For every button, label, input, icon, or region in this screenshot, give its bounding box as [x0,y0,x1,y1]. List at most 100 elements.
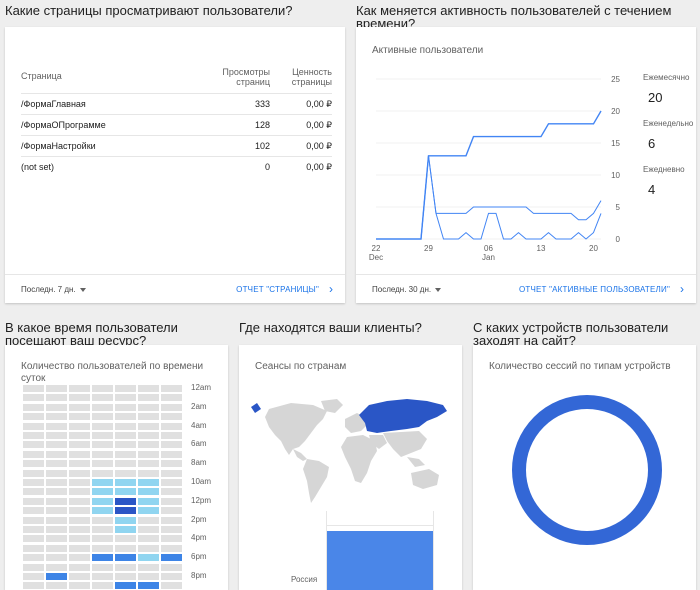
heatmap-cell[interactable] [92,573,113,580]
heatmap-cell[interactable] [161,403,182,411]
heatmap-cell[interactable] [138,441,159,449]
heatmap-cell[interactable] [115,535,136,543]
heatmap-cell[interactable] [46,450,67,458]
heatmap-cell[interactable] [23,385,44,392]
heatmap-cell[interactable] [23,563,44,571]
heatmap-cell[interactable] [23,394,44,402]
heatmap-cell[interactable] [161,385,182,392]
heatmap-cell[interactable] [138,488,159,496]
heatmap-cell[interactable] [69,573,90,580]
heatmap-cell[interactable] [69,563,90,571]
heatmap-cell[interactable] [115,460,136,468]
heatmap-cell[interactable] [92,403,113,411]
heatmap-cell[interactable] [92,432,113,439]
heatmap-cell[interactable] [46,563,67,571]
heatmap-cell[interactable] [161,394,182,402]
heatmap-cell[interactable] [46,554,67,562]
chevron-right-icon[interactable]: › [680,282,684,296]
heatmap-cell[interactable] [138,385,159,392]
heatmap-cell[interactable] [92,554,113,562]
heatmap-cell[interactable] [46,403,67,411]
heatmap-cell[interactable] [161,479,182,486]
heatmap-cell[interactable] [138,526,159,533]
heatmap-cell[interactable] [92,479,113,486]
heatmap-cell[interactable] [92,535,113,543]
heatmap-cell[interactable] [138,507,159,515]
heatmap-cell[interactable] [23,403,44,411]
heatmap-cell[interactable] [46,460,67,468]
heatmap-cell[interactable] [23,497,44,505]
heatmap-cell[interactable] [23,516,44,524]
heatmap-cell[interactable] [138,450,159,458]
heatmap-cell[interactable] [161,413,182,421]
heatmap-cell[interactable] [115,497,136,505]
heatmap-cell[interactable] [115,507,136,515]
heatmap-cell[interactable] [138,422,159,430]
activity-report-link[interactable]: ОТЧЕТ "АКТИВНЫЕ ПОЛЬЗОВАТЕЛИ" [518,285,670,294]
heatmap-cell[interactable] [138,432,159,439]
heatmap-cell[interactable] [69,554,90,562]
heatmap-cell[interactable] [161,563,182,571]
heatmap-cell[interactable] [92,441,113,449]
heatmap-cell[interactable] [92,469,113,477]
heatmap-cell[interactable] [92,516,113,524]
heatmap-cell[interactable] [23,432,44,439]
heatmap-cell[interactable] [23,413,44,421]
heatmap-cell[interactable] [46,573,67,580]
period-dropdown[interactable]: Последн. 7 дн. [21,285,86,294]
heatmap-cell[interactable] [69,432,90,439]
heatmap-cell[interactable] [115,516,136,524]
heatmap-cell[interactable] [23,422,44,430]
heatmap-cell[interactable] [92,413,113,421]
heatmap-cell[interactable] [115,422,136,430]
heatmap-cell[interactable] [115,413,136,421]
heatmap-cell[interactable] [92,526,113,533]
heatmap-cell[interactable] [92,422,113,430]
heatmap-cell[interactable] [23,573,44,580]
table-row[interactable]: /ФормаОПрограмме 128 0,00 ₽ [21,114,332,135]
heatmap-cell[interactable] [115,479,136,486]
pages-report-link[interactable]: ОТЧЕТ "СТРАНИЦЫ" [236,285,319,294]
heatmap-cell[interactable] [138,582,159,590]
heatmap-cell[interactable] [46,469,67,477]
heatmap-cell[interactable] [69,516,90,524]
table-row[interactable]: /ФормаНастройки 102 0,00 ₽ [21,135,332,156]
heatmap-cell[interactable] [115,563,136,571]
heatmap-cell[interactable] [46,526,67,533]
heatmap-cell[interactable] [69,544,90,552]
heatmap-cell[interactable] [161,441,182,449]
heatmap-cell[interactable] [69,422,90,430]
heatmap-cell[interactable] [115,385,136,392]
heatmap-cell[interactable] [161,516,182,524]
heatmap-cell[interactable] [69,479,90,486]
heatmap-cell[interactable] [69,535,90,543]
heatmap-cell[interactable] [69,488,90,496]
heatmap-cell[interactable] [115,394,136,402]
heatmap-cell[interactable] [92,563,113,571]
heatmap-cell[interactable] [115,554,136,562]
heatmap-cell[interactable] [115,441,136,449]
donut-slice-desktop[interactable] [512,395,662,545]
heatmap-cell[interactable] [92,507,113,515]
heatmap-cell[interactable] [23,460,44,468]
heatmap-cell[interactable] [23,507,44,515]
heatmap-cell[interactable] [138,394,159,402]
heatmap-cell[interactable] [46,479,67,486]
heatmap-cell[interactable] [46,385,67,392]
heatmap-cell[interactable] [138,479,159,486]
heatmap-cell[interactable] [69,526,90,533]
heatmap-cell[interactable] [69,507,90,515]
heatmap-cell[interactable] [23,554,44,562]
heatmap-cell[interactable] [23,526,44,533]
heatmap-cell[interactable] [46,497,67,505]
heatmap-cell[interactable] [138,554,159,562]
heatmap-cell[interactable] [138,516,159,524]
heatmap-cell[interactable] [115,544,136,552]
heatmap-cell[interactable] [138,573,159,580]
table-row[interactable]: /ФормаГлавная 333 0,00 ₽ [21,93,332,114]
heatmap-cell[interactable] [138,563,159,571]
heatmap-cell[interactable] [161,422,182,430]
heatmap-cell[interactable] [46,413,67,421]
heatmap-cell[interactable] [46,535,67,543]
heatmap-cell[interactable] [138,413,159,421]
